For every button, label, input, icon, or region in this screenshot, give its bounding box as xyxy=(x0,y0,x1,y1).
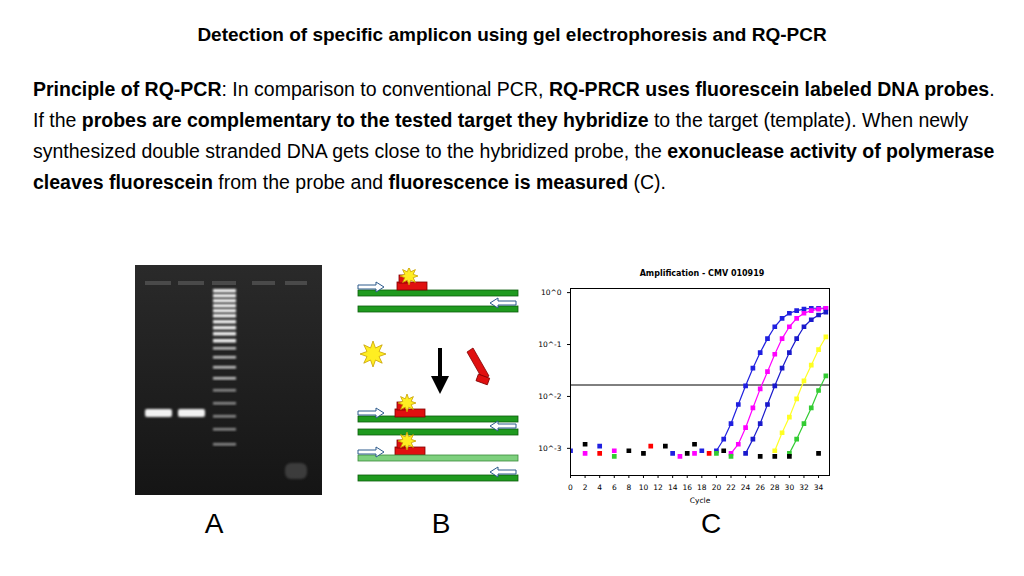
svg-text:10: 10 xyxy=(639,483,649,492)
svg-text:6: 6 xyxy=(612,483,617,492)
svg-text:34: 34 xyxy=(814,483,824,492)
svg-text:26: 26 xyxy=(755,483,765,492)
svg-text:14: 14 xyxy=(668,483,678,492)
svg-text:12: 12 xyxy=(653,483,663,492)
svg-text:2: 2 xyxy=(583,483,588,492)
svg-text:10^0: 10^0 xyxy=(541,288,562,297)
svg-text:32: 32 xyxy=(799,483,809,492)
svg-text:0: 0 xyxy=(568,483,573,492)
svg-text:8: 8 xyxy=(626,483,631,492)
svg-text:Cycle: Cycle xyxy=(690,496,711,505)
svg-text:24: 24 xyxy=(741,483,751,492)
svg-text:4: 4 xyxy=(597,483,602,492)
html-text:A: A xyxy=(204,508,224,539)
svg-text:20: 20 xyxy=(712,483,722,492)
svg-text:30: 30 xyxy=(785,483,795,492)
html-text:Principle of RQ-PCR: In compar: Principle of RQ-PCR: In comparison to co… xyxy=(33,78,995,193)
svg-text:22: 22 xyxy=(726,483,736,492)
svg-text:10^-2: 10^-2 xyxy=(538,392,562,401)
svg-text:10^-3: 10^-3 xyxy=(538,444,562,453)
svg-text:28: 28 xyxy=(770,483,780,492)
html-text:B: B xyxy=(431,508,451,539)
svg-text:10^-1: 10^-1 xyxy=(538,340,562,349)
html-text:C: C xyxy=(700,508,722,539)
svg-text:18: 18 xyxy=(697,483,707,492)
svg-text:16: 16 xyxy=(682,483,692,492)
html-text:Amplification - CMV 010919: Amplification - CMV 010919 xyxy=(639,269,765,278)
html-text:Detection of specific amplicon: Detection of specific amplicon using gel… xyxy=(197,24,827,45)
